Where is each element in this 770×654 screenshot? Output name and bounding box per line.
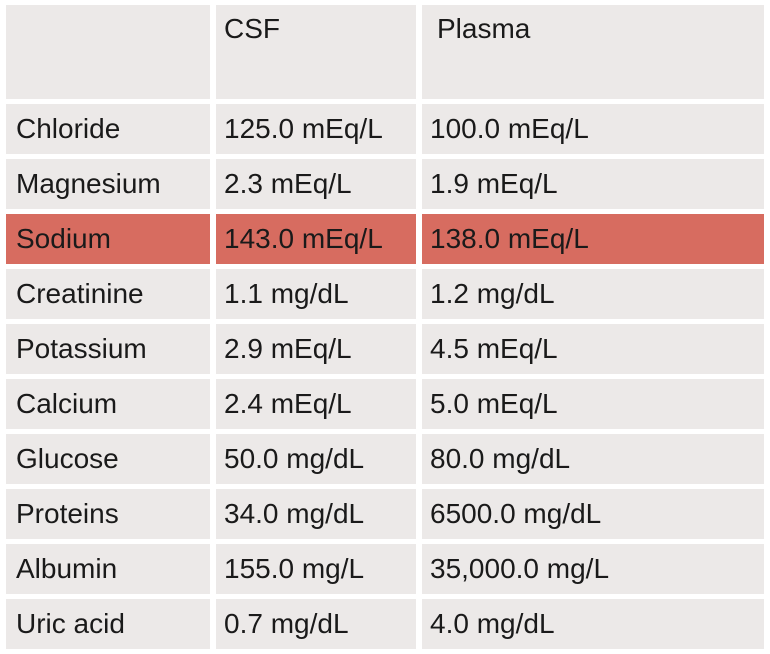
table-row-potassium: Potassium 2.9 mEq/L 4.5 mEq/L — [6, 324, 764, 374]
plasma-value: 138.0 mEq/L — [422, 214, 764, 264]
header-csf: CSF — [216, 5, 416, 99]
row-label: Glucose — [6, 434, 210, 484]
csf-value: 2.9 mEq/L — [216, 324, 416, 374]
row-label: Calcium — [6, 379, 210, 429]
csf-value: 50.0 mg/dL — [216, 434, 416, 484]
table-row-calcium: Calcium 2.4 mEq/L 5.0 mEq/L — [6, 379, 764, 429]
header-plasma: Plasma — [422, 5, 764, 99]
csf-value: 1.1 mg/dL — [216, 269, 416, 319]
row-label: Chloride — [6, 104, 210, 154]
row-label: Albumin — [6, 544, 210, 594]
csf-value: 155.0 mg/L — [216, 544, 416, 594]
plasma-value: 4.5 mEq/L — [422, 324, 764, 374]
csf-value: 125.0 mEq/L — [216, 104, 416, 154]
plasma-value: 1.9 mEq/L — [422, 159, 764, 209]
row-label: Uric acid — [6, 599, 210, 649]
plasma-value: 4.0 mg/dL — [422, 599, 764, 649]
table-row-glucose: Glucose 50.0 mg/dL 80.0 mg/dL — [6, 434, 764, 484]
table-row-magnesium: Magnesium 2.3 mEq/L 1.9 mEq/L — [6, 159, 764, 209]
header-empty-cell — [6, 5, 210, 99]
row-label: Sodium — [6, 214, 210, 264]
table-row-creatinine: Creatinine 1.1 mg/dL 1.2 mg/dL — [6, 269, 764, 319]
table-row-sodium: Sodium 143.0 mEq/L 138.0 mEq/L — [6, 214, 764, 264]
row-label: Magnesium — [6, 159, 210, 209]
table-row-uric-acid: Uric acid 0.7 mg/dL 4.0 mg/dL — [6, 599, 764, 649]
plasma-value: 5.0 mEq/L — [422, 379, 764, 429]
plasma-value: 1.2 mg/dL — [422, 269, 764, 319]
table-header-row: CSF Plasma — [6, 5, 764, 99]
csf-value: 143.0 mEq/L — [216, 214, 416, 264]
csf-value: 2.4 mEq/L — [216, 379, 416, 429]
row-label: Creatinine — [6, 269, 210, 319]
csf-value: 34.0 mg/dL — [216, 489, 416, 539]
row-label: Potassium — [6, 324, 210, 374]
row-label: Proteins — [6, 489, 210, 539]
csf-value: 0.7 mg/dL — [216, 599, 416, 649]
csf-value: 2.3 mEq/L — [216, 159, 416, 209]
table-row-albumin: Albumin 155.0 mg/L 35,000.0 mg/L — [6, 544, 764, 594]
plasma-value: 80.0 mg/dL — [422, 434, 764, 484]
plasma-value: 6500.0 mg/dL — [422, 489, 764, 539]
plasma-value: 35,000.0 mg/L — [422, 544, 764, 594]
plasma-value: 100.0 mEq/L — [422, 104, 764, 154]
table-row-proteins: Proteins 34.0 mg/dL 6500.0 mg/dL — [6, 489, 764, 539]
table-row-chloride: Chloride 125.0 mEq/L 100.0 mEq/L — [6, 104, 764, 154]
